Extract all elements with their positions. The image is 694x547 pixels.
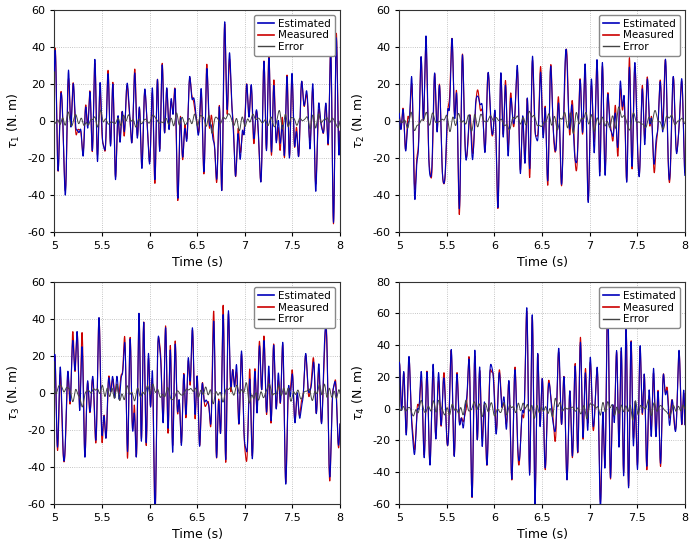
Y-axis label: $\tau_1\ \mathrm{(N.m)}$: $\tau_1\ \mathrm{(N.m)}$ [6,92,22,149]
Y-axis label: $\tau_2\ \mathrm{(N.m)}$: $\tau_2\ \mathrm{(N.m)}$ [350,92,366,149]
Legend: Estimated, Measured, Error: Estimated, Measured, Error [254,15,335,56]
X-axis label: Time (s): Time (s) [516,528,568,542]
Legend: Estimated, Measured, Error: Estimated, Measured, Error [599,15,679,56]
X-axis label: Time (s): Time (s) [516,257,568,269]
Y-axis label: $\tau_4\ \mathrm{(N.m)}$: $\tau_4\ \mathrm{(N.m)}$ [350,365,366,421]
X-axis label: Time (s): Time (s) [171,528,223,542]
X-axis label: Time (s): Time (s) [171,257,223,269]
Legend: Estimated, Measured, Error: Estimated, Measured, Error [254,287,335,328]
Y-axis label: $\tau_3\ \mathrm{(N.m)}$: $\tau_3\ \mathrm{(N.m)}$ [6,365,22,421]
Legend: Estimated, Measured, Error: Estimated, Measured, Error [599,287,679,328]
